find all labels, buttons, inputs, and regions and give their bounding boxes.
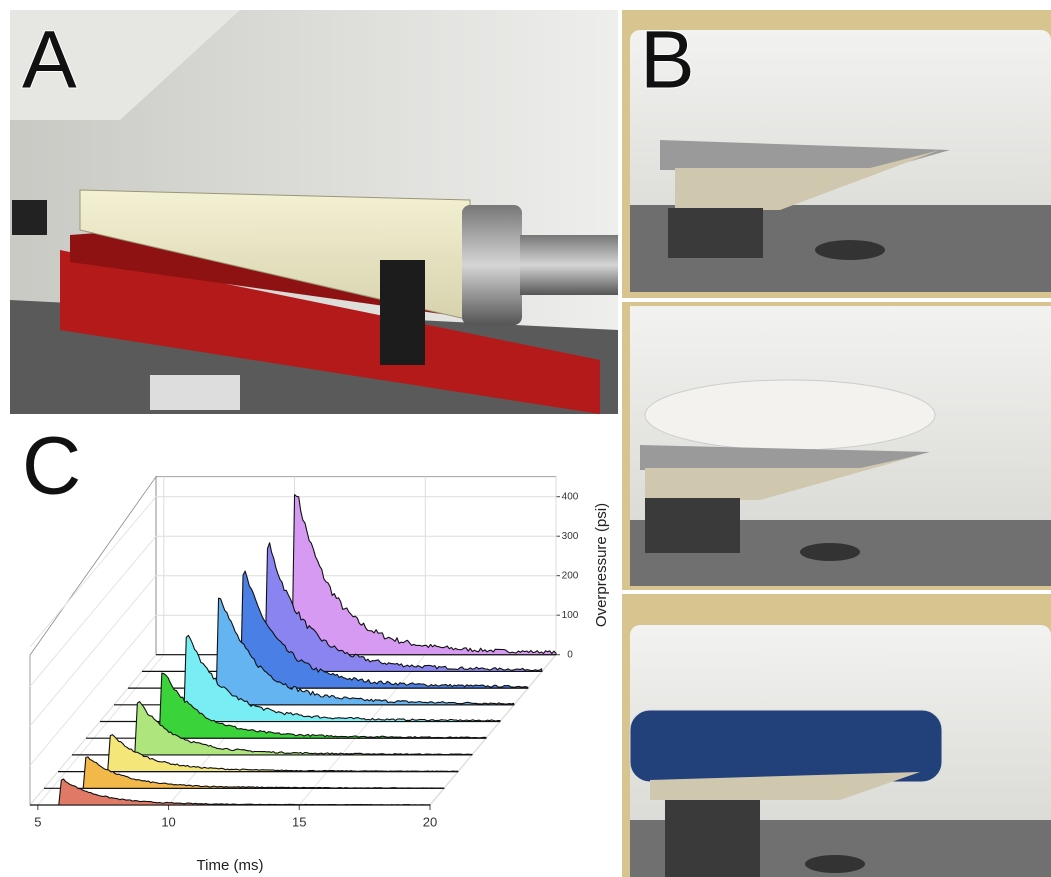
photo-a	[10, 10, 618, 414]
photo-b	[622, 10, 1051, 877]
x-tick-label: 15	[292, 814, 306, 829]
waterfall-chart: 0 100 200 300 400 5 10 15 20	[30, 477, 579, 830]
y-tick-label: 400	[562, 491, 579, 502]
x-axis-title: Time (ms)	[197, 857, 264, 874]
y-tick-label: 200	[562, 570, 579, 581]
figure: A B C 0 100 200 300 400 5 10 15 20 Time (ms) Ove…	[0, 0, 1051, 877]
x-tick-label: 5	[34, 814, 41, 829]
y-tick-label: 300	[562, 531, 579, 542]
y-tick-label: 100	[562, 610, 579, 621]
panel-label: A	[22, 15, 77, 106]
panel-label: B	[640, 15, 695, 106]
grid-line	[30, 536, 156, 686]
x-tick-label: 20	[423, 814, 437, 829]
x-tick-label: 10	[161, 814, 175, 829]
y-axis-title: Overpressure (psi)	[593, 503, 610, 627]
panel-label: C	[22, 421, 81, 512]
grid-line	[430, 655, 556, 805]
grid-line	[30, 497, 156, 647]
y-tick-label: 0	[567, 649, 573, 660]
